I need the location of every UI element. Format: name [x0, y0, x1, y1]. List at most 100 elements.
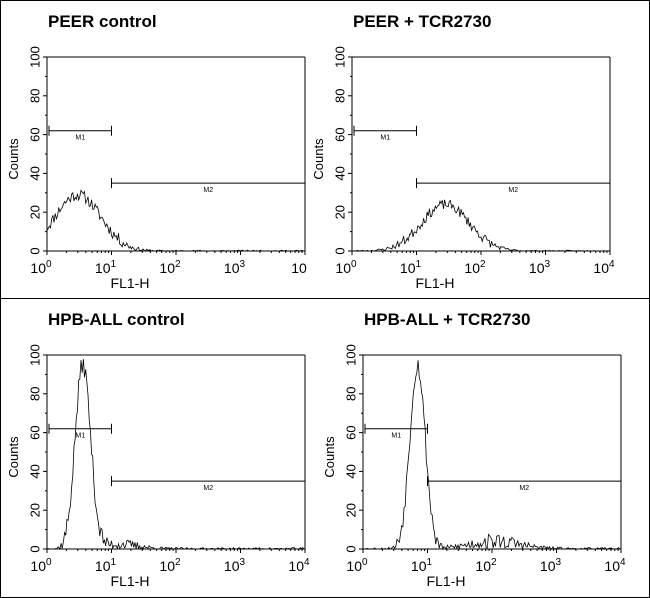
y-tick-label: 100	[332, 46, 347, 68]
y-tick-label: 80	[343, 387, 358, 401]
panel-hpb-all-tcr2730: HPB-ALL + TCR2730 0 20 40 60 80 100 100 101 102 1…	[316, 298, 641, 596]
x-tick-exponent: 0	[362, 557, 368, 568]
x-tick-label: 104	[604, 557, 626, 574]
y-tick-label: 60	[343, 425, 358, 439]
y-tick-label: 0	[332, 247, 347, 254]
y-tick-label: 100	[343, 344, 358, 366]
y-tick-label: 60	[27, 127, 42, 141]
x-tick-base: 10	[411, 558, 427, 574]
gate-label: M1	[75, 135, 85, 142]
y-tick-label: 60	[27, 425, 42, 439]
gate-label: M2	[203, 187, 213, 194]
x-tick-label: 103	[529, 259, 551, 276]
x-tick-base: 10	[464, 260, 480, 276]
x-tick-base: 10	[400, 260, 416, 276]
histogram-trace	[352, 199, 611, 252]
x-tick-exponent: 3	[556, 557, 562, 568]
x-tick-base: 10	[604, 558, 620, 574]
x-axis-label: FL1-H	[416, 275, 455, 291]
y-tick-label: 20	[27, 503, 42, 517]
x-tick-exponent: 2	[175, 557, 181, 568]
gate-marker-m2: M2	[111, 476, 306, 492]
x-tick-base: 10	[95, 260, 111, 276]
x-tick-exponent: 4	[304, 557, 310, 568]
x-tick-exponent: 2	[480, 259, 486, 270]
panel-title: HPB-ALL control	[48, 310, 185, 329]
x-tick-base: 10	[30, 260, 46, 276]
gate-label: M2	[203, 485, 213, 492]
panel-title: PEER control	[48, 12, 157, 31]
x-tick-exponent: 1	[111, 259, 117, 270]
histogram-trace	[46, 189, 305, 252]
gate-label: M1	[391, 433, 401, 440]
x-tick-label: 100	[346, 557, 368, 574]
panel-title: HPB-ALL + TCR2730	[364, 310, 531, 329]
y-tick-label: 80	[27, 89, 42, 103]
x-tick-base: 10	[224, 260, 240, 276]
x-tick-exponent: 3	[240, 557, 246, 568]
y-axis-label: Counts	[6, 138, 21, 180]
x-tick-exponent: 0	[46, 259, 52, 270]
x-tick-label: 10	[291, 260, 307, 276]
x-tick-base: 10	[288, 558, 304, 574]
x-axis-label: FL1-H	[111, 275, 150, 291]
x-tick-label: 104	[593, 259, 615, 276]
gate-label: M2	[508, 187, 518, 194]
x-tick-base: 10	[593, 260, 609, 276]
x-tick-exponent: 1	[111, 557, 117, 568]
x-tick-label: 103	[224, 259, 246, 276]
x-tick-label: 101	[95, 557, 117, 574]
y-tick-label: 20	[343, 503, 358, 517]
x-tick-label: 101	[411, 557, 433, 574]
x-tick-label: 102	[159, 557, 181, 574]
x-tick-label: 101	[400, 259, 422, 276]
x-axis-label: FL1-H	[427, 573, 466, 589]
y-tick-label: 40	[343, 464, 358, 478]
y-tick-label: 100	[27, 344, 42, 366]
x-tick-base: 10	[291, 260, 307, 276]
histogram-trace	[363, 360, 621, 551]
histogram-trace	[46, 359, 306, 551]
x-tick-exponent: 3	[545, 259, 551, 270]
y-axis-label: Counts	[6, 436, 21, 478]
x-tick-base: 10	[475, 558, 491, 574]
x-tick-base: 10	[159, 558, 175, 574]
gate-marker-m1: M1	[48, 423, 112, 440]
gate-marker-m2: M2	[416, 178, 611, 194]
x-tick-exponent: 2	[175, 259, 181, 270]
gate-label: M1	[380, 135, 390, 142]
y-tick-label: 0	[27, 545, 42, 552]
x-tick-label: 100	[335, 259, 357, 276]
y-tick-label: 40	[27, 464, 42, 478]
x-tick-exponent: 0	[46, 557, 52, 568]
x-tick-base: 10	[30, 558, 46, 574]
x-tick-exponent: 1	[416, 259, 422, 270]
y-tick-label: 80	[27, 387, 42, 401]
x-tick-exponent: 4	[620, 557, 626, 568]
x-tick-exponent: 0	[351, 259, 357, 270]
gate-label: M2	[519, 485, 529, 492]
x-tick-base: 10	[346, 558, 362, 574]
x-tick-label: 102	[475, 557, 497, 574]
x-tick-label: 104	[288, 557, 310, 574]
x-tick-label: 100	[30, 557, 52, 574]
x-tick-exponent: 1	[427, 557, 433, 568]
x-tick-base: 10	[335, 260, 351, 276]
x-tick-exponent: 2	[491, 557, 497, 568]
x-tick-exponent: 4	[609, 259, 615, 270]
row-divider	[0, 298, 650, 299]
gate-marker-m1: M1	[364, 423, 428, 440]
x-tick-label: 102	[159, 259, 181, 276]
x-tick-label: 103	[540, 557, 562, 574]
x-tick-label: 103	[224, 557, 246, 574]
panel-peer-control: PEER control 0 20 40 60 80 100 100 101 102 103 10 F…	[0, 0, 325, 298]
gate-marker-m2: M2	[427, 476, 622, 492]
y-tick-label: 100	[27, 46, 42, 68]
x-tick-base: 10	[95, 558, 111, 574]
y-axis-label: Counts	[322, 436, 337, 478]
panel-hpb-all-control: HPB-ALL control 0 20 40 60 80 100 100 101 102 103…	[0, 298, 325, 596]
